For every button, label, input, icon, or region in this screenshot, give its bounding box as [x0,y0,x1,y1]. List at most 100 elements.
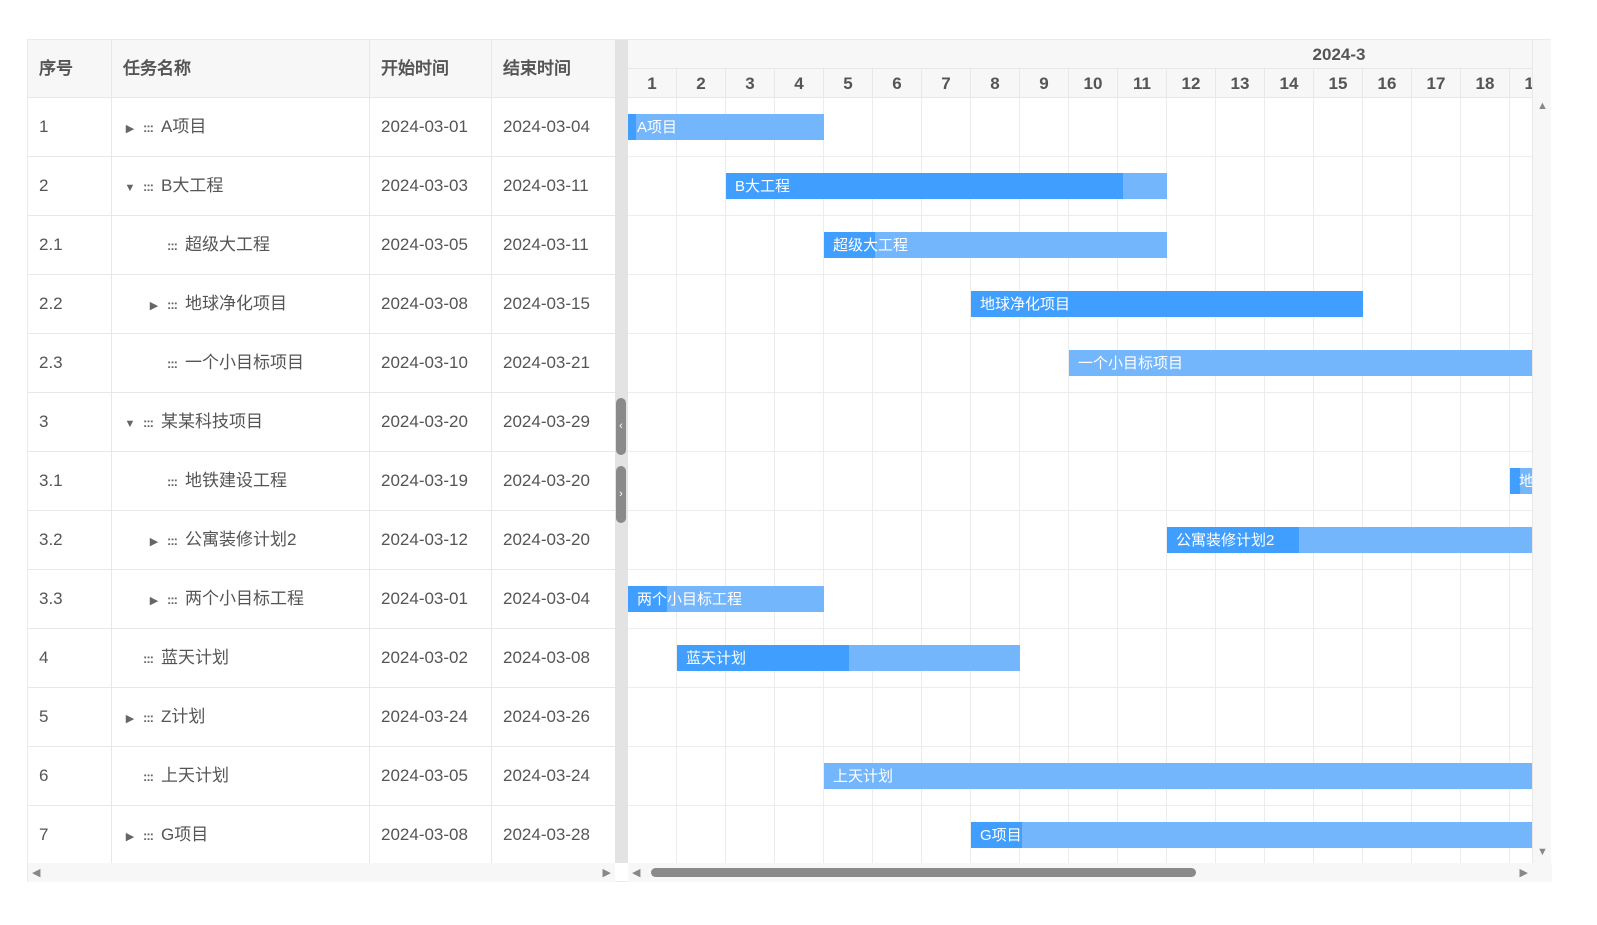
task-bar[interactable]: 超级大工程 [824,232,1167,258]
expand-caret-icon[interactable]: ▶ [149,300,159,312]
end-date: 2024-03-20 [503,471,590,490]
task-bar[interactable]: 公寓装修计划2 [1167,527,1532,553]
table-row[interactable]: 3.3 ▶::: 两个小目标工程 2024-03-01 2024-03-04 [28,570,615,629]
drag-handle-icon[interactable]: ::: [167,592,178,607]
task-name: 地球净化项目 [185,294,287,313]
table-row[interactable]: 2.3 ::: 一个小目标项目 2024-03-10 2024-03-21 [28,334,615,393]
task-bar[interactable]: 蓝天计划 [677,645,1020,671]
panel-splitter[interactable]: ‹ › [615,40,628,863]
task-bar[interactable]: 两个小目标工程 [628,586,824,612]
progress-fill [677,645,849,671]
drag-handle-icon[interactable]: ::: [167,238,178,253]
scroll-up-icon[interactable]: ▲ [1537,100,1548,112]
table-row[interactable]: 1 ▶::: A项目 2024-03-01 2024-03-04 [28,98,615,157]
collapse-caret-icon[interactable]: ▼ [124,182,136,194]
scroll-left-icon[interactable]: ◀ [32,867,41,879]
grid-row-line [628,451,1532,452]
table-row[interactable]: 3 ▼::: 某某科技项目 2024-03-20 2024-03-29 [28,393,615,452]
scrollbar-thumb[interactable] [651,868,1196,877]
scroll-left-icon[interactable]: ◀ [632,867,641,879]
start-date: 2024-03-10 [370,334,492,392]
task-bar[interactable]: B大工程 [726,173,1167,199]
table-row[interactable]: 3.2 ▶::: 公寓装修计划2 2024-03-12 2024-03-20 [28,511,615,570]
task-bar[interactable]: 一个小目标项目 [1069,350,1532,376]
day-header: 2 [677,69,726,98]
task-bar[interactable]: 上天计划 [824,763,1532,789]
gantt-horizontal-scrollbar[interactable]: ◀ ▶ [628,863,1552,882]
start-date: 2024-03-24 [370,688,492,746]
grid-day-line [1117,98,1118,863]
drag-handle-icon[interactable]: ::: [167,297,178,312]
collapse-caret-icon[interactable]: ▼ [124,418,136,430]
day-header: 4 [775,69,824,98]
drag-handle-icon[interactable]: ::: [143,710,154,725]
end-date: 2024-03-24 [503,766,590,785]
drag-handle-icon[interactable]: ::: [143,415,154,430]
progress-fill [628,586,668,612]
grid-day-line [1215,98,1216,863]
expand-caret-icon[interactable]: ▶ [125,713,135,725]
table-row[interactable]: 5 ▶::: Z计划 2024-03-24 2024-03-26 [28,688,615,747]
drag-handle-icon[interactable]: ::: [167,533,178,548]
expand-caret-icon[interactable]: ▶ [149,595,159,607]
vertical-scrollbar[interactable]: ▲ ▼ [1532,40,1551,863]
drag-handle-icon[interactable]: ::: [167,474,178,489]
table-row[interactable]: 2 ▼::: B大工程 2024-03-03 2024-03-11 [28,157,615,216]
month-label: 2024-3 [1312,45,1366,64]
drag-handle-icon[interactable]: ::: [143,769,154,784]
drag-handle-icon[interactable]: ::: [143,828,154,843]
grid-row-line [628,215,1532,216]
table-horizontal-scrollbar[interactable]: ◀ ▶ [28,863,615,882]
row-index: 2.1 [28,216,112,274]
day-header: 18 [1461,69,1510,98]
expand-caret-icon[interactable]: ▶ [125,123,135,135]
table-row[interactable]: 3.1 ::: 地铁建设工程 2024-03-19 2024-03-20 [28,452,615,511]
column-header-start: 开始时间 [370,40,492,98]
drag-handle-icon[interactable]: ::: [167,356,178,371]
scroll-right-icon[interactable]: ▶ [1519,867,1528,879]
task-name-cell: ▶::: 两个小目标工程 [112,570,370,628]
expand-right-button[interactable]: › [616,466,626,523]
scroll-down-icon[interactable]: ▼ [1537,846,1548,858]
collapse-left-button[interactable]: ‹ [616,398,626,455]
end-date: 2024-03-20 [503,530,590,549]
row-index: 3 [28,393,112,451]
table-row[interactable]: 2.1 ::: 超级大工程 2024-03-05 2024-03-11 [28,216,615,275]
task-name-cell: ▶::: 公寓装修计划2 [112,511,370,569]
row-index: 7 [28,806,112,863]
scroll-right-icon[interactable]: ▶ [602,867,611,879]
day-header: 19 [1510,69,1532,98]
grid-day-line [774,98,775,863]
expand-caret-icon[interactable]: ▶ [125,831,135,843]
task-name: G项目 [161,825,209,844]
row-index: 2.3 [28,334,112,392]
day-header: 13 [1216,69,1265,98]
task-name-cell: ▶::: 地球净化项目 [112,275,370,333]
table-row[interactable]: 7 ▶::: G项目 2024-03-08 2024-03-28 [28,806,615,863]
drag-handle-icon[interactable]: ::: [143,120,154,135]
table-row[interactable]: 6 ::: 上天计划 2024-03-05 2024-03-24 [28,747,615,806]
task-name-cell: ::: 超级大工程 [112,216,370,274]
progress-fill [971,822,1023,848]
bar-label: 两个小目标工程 [637,591,743,608]
grid-day-line [1411,98,1412,863]
task-bar[interactable]: A项目 [628,114,824,140]
task-bar[interactable]: 地球净化项目 [971,291,1363,317]
expand-caret-icon[interactable]: ▶ [149,536,159,548]
grid-row-line [628,805,1532,806]
grid-day-line [1509,98,1510,863]
grid-row-line [628,628,1532,629]
end-date: 2024-03-29 [503,412,590,431]
grid-row-line [628,392,1532,393]
day-header: 1 [628,69,677,98]
task-name: 公寓装修计划2 [185,530,297,549]
day-header: 5 [824,69,873,98]
task-bar[interactable]: 地铁建设工程 [1510,468,1532,494]
task-bar[interactable]: G项目 [971,822,1532,848]
start-date: 2024-03-08 [370,806,492,863]
table-row[interactable]: 2.2 ▶::: 地球净化项目 2024-03-08 2024-03-15 [28,275,615,334]
drag-handle-icon[interactable]: ::: [143,179,154,194]
drag-handle-icon[interactable]: ::: [143,651,154,666]
table-row[interactable]: 4 ::: 蓝天计划 2024-03-02 2024-03-08 [28,629,615,688]
task-name: 地铁建设工程 [185,471,287,490]
